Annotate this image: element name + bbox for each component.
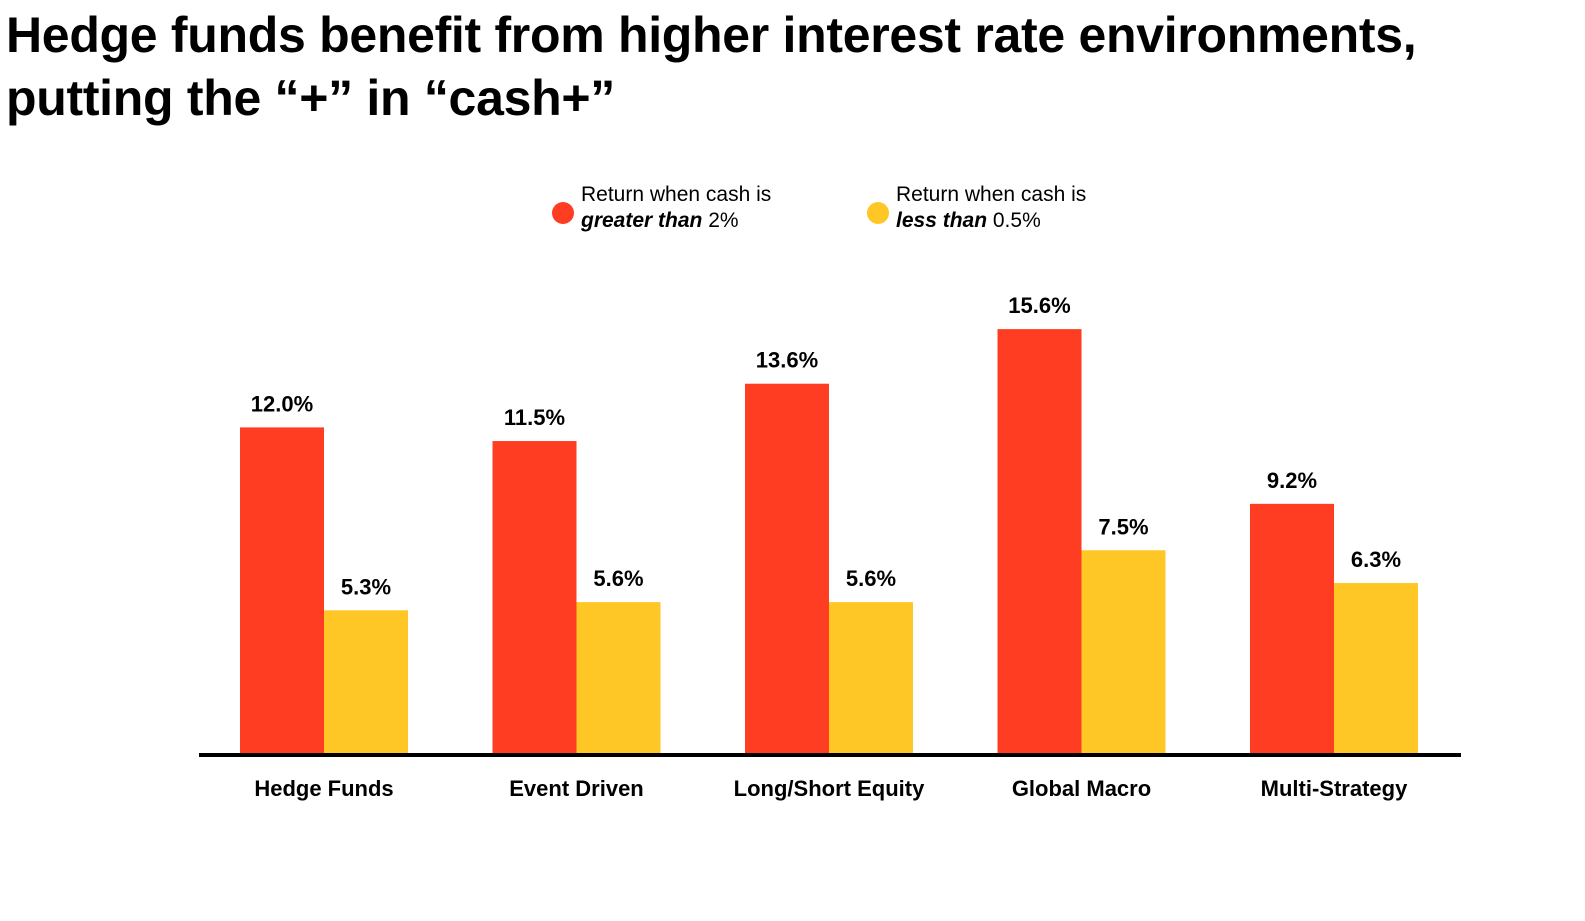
data-label: 5.6% <box>846 566 896 591</box>
legend-label: Return when cash is greater than 2% <box>581 182 771 234</box>
data-label: 15.6% <box>1008 293 1070 318</box>
data-label: 6.3% <box>1351 547 1401 572</box>
data-label: 11.5% <box>504 405 565 430</box>
x-tick-label: Event Driven <box>509 776 644 801</box>
legend-label-line-1: Return when cash is <box>896 183 1087 206</box>
x-tick-label: Long/Short Equity <box>734 776 925 801</box>
data-label: 12.0% <box>251 391 313 416</box>
chart-title: Hedge funds benefit from higher interest… <box>6 4 1581 130</box>
bar-hedge-funds-less-than <box>324 610 408 755</box>
bar-global-macro-greater-than <box>997 329 1082 755</box>
bar-global-macro-less-than <box>1081 550 1166 755</box>
legend-emphasis: less than <box>896 209 988 232</box>
bar-event-driven-less-than <box>576 602 661 755</box>
legend-threshold: 0.5% <box>987 209 1041 232</box>
legend-swatch-yellow <box>867 202 889 224</box>
data-label: 13.6% <box>756 348 818 373</box>
legend-swatch-red <box>552 202 574 224</box>
legend-threshold: 2% <box>702 209 739 232</box>
x-tick-label: Multi-Strategy <box>1261 776 1408 801</box>
data-label: 7.5% <box>1098 514 1148 539</box>
data-label: 5.3% <box>341 574 391 599</box>
legend-label: Return when cash is less than 0.5% <box>896 182 1086 234</box>
bar-multi-strategy-less-than <box>1334 583 1418 755</box>
legend-label-line-2: less than 0.5% <box>896 208 1086 234</box>
chart-title-line-2: putting the “+” in “cash+” <box>6 70 615 126</box>
bar-event-driven-greater-than <box>492 441 577 755</box>
bar-long-short-equity-less-than <box>829 602 913 755</box>
bar-multi-strategy-greater-than <box>1250 503 1334 755</box>
data-label: 5.6% <box>593 566 643 591</box>
x-tick-label: Hedge Funds <box>254 776 393 801</box>
legend-label-line-1: Return when cash is <box>581 183 772 206</box>
legend-label-line-2: greater than 2% <box>581 208 771 234</box>
legend-emphasis: greater than <box>581 209 703 232</box>
bar-long-short-equity-greater-than <box>745 383 829 755</box>
x-tick-label: Global Macro <box>1012 776 1151 801</box>
bar-hedge-funds-greater-than <box>240 427 324 755</box>
data-label: 9.2% <box>1267 468 1317 493</box>
chart-title-line-1: Hedge funds benefit from higher interest… <box>6 7 1417 63</box>
